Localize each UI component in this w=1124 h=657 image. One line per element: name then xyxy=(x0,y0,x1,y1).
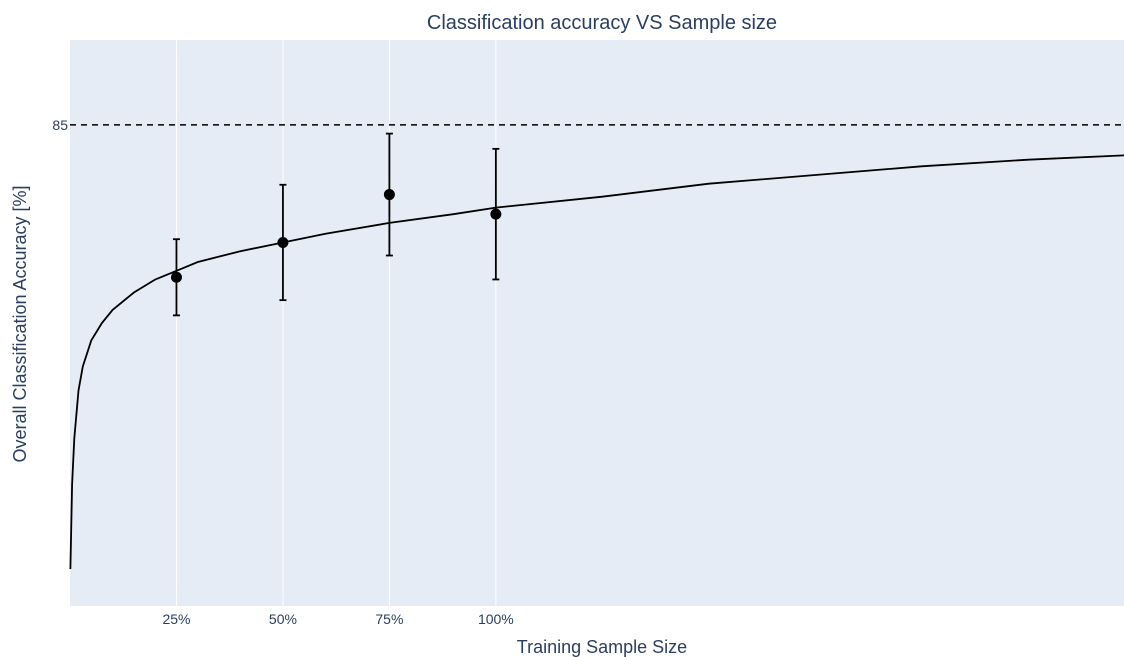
data-point xyxy=(490,208,502,220)
x-tick-label: 25% xyxy=(162,611,190,627)
data-points xyxy=(170,189,502,283)
data-point xyxy=(277,236,289,248)
chart-title: Classification accuracy VS Sample size xyxy=(427,12,777,34)
fit-curve-line xyxy=(69,154,1124,570)
x-tick-labels: 25% 50% 75% 100% xyxy=(162,611,513,627)
x-axis-title: Training Sample Size xyxy=(517,637,687,657)
x-tick-label: 100% xyxy=(478,611,514,627)
x-tick-label: 75% xyxy=(375,611,403,627)
y-tick-label: 85 xyxy=(52,117,68,133)
data-point xyxy=(170,271,182,283)
x-tick-label: 50% xyxy=(269,611,297,627)
plot-background xyxy=(70,40,1124,606)
y-tick-labels: 85 xyxy=(52,117,68,133)
data-point xyxy=(383,189,395,201)
y-axis-title: Overall Classification Accuracy [%] xyxy=(10,185,30,462)
